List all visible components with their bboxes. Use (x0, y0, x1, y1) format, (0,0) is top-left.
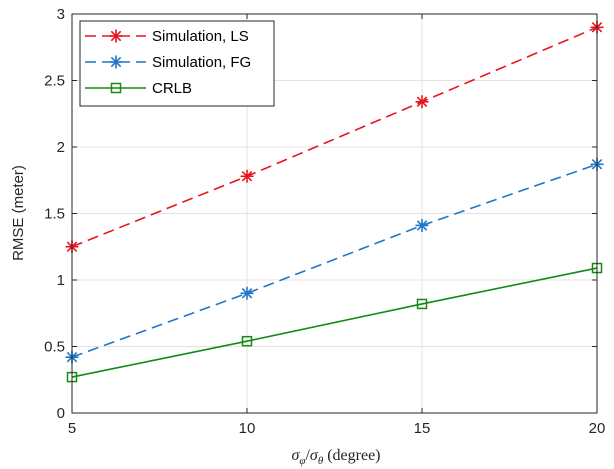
x-tick-label: 5 (68, 420, 76, 437)
series-group (65, 20, 604, 383)
x-tick-label: 20 (589, 420, 606, 437)
series-line-2 (71, 267, 598, 378)
y-tick-label: 0 (57, 405, 65, 422)
legend-label-0: Simulation, LS (152, 28, 249, 45)
data-point-0-1 (240, 169, 254, 183)
legend-marker-1 (109, 55, 123, 69)
y-tick-label: 2.5 (44, 73, 65, 90)
ticks: 5 10 15 20 0 0.5 1 1.5 2 2.5 3 (44, 6, 605, 437)
legend-marker-2 (110, 82, 122, 94)
y-tick-label: 2 (57, 139, 65, 156)
y-tick-label: 1 (57, 272, 65, 289)
y-tick-label: 3 (57, 6, 65, 23)
legend-label-2: CRLB (152, 80, 192, 97)
y-tick-label: 0.5 (44, 339, 65, 356)
data-point-1-2 (415, 218, 429, 232)
data-point-2-1 (241, 335, 253, 347)
data-point-1-1 (240, 286, 254, 300)
series-line-0 (71, 26, 598, 248)
y-tick-label: 1.5 (44, 206, 65, 223)
data-point-2-2 (416, 298, 428, 310)
x-tick-label: 15 (414, 420, 431, 437)
legend-label-1: Simulation, FG (152, 54, 251, 71)
y-axis-title: RMSE (meter) (10, 165, 27, 261)
legend-marker-0 (109, 29, 123, 43)
x-axis-title: σφ/σθ (degree) (291, 447, 380, 467)
series-line-1 (71, 163, 598, 358)
data-point-0-2 (415, 95, 429, 109)
x-tick-label: 10 (239, 420, 256, 437)
legend: Simulation, LS Simulation, FG CRLB (79, 20, 275, 107)
